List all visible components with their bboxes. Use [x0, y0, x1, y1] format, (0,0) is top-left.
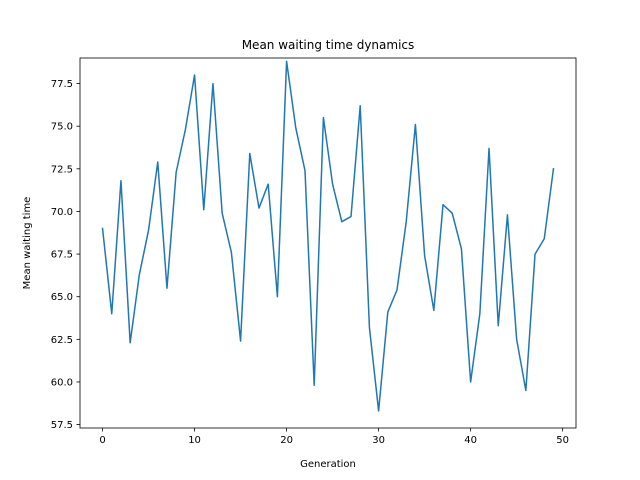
- plot-area: [79, 57, 577, 429]
- x-tick-label: 10: [188, 435, 201, 446]
- x-axis: 0 10 20 30 40 50: [99, 428, 569, 446]
- y-tick-label: 60.0: [51, 377, 73, 388]
- x-tick-label: 50: [556, 435, 569, 446]
- y-tick-label: 57.5: [51, 420, 73, 431]
- y-tick-label: 77.5: [51, 79, 73, 90]
- chart-title: Mean waiting time dynamics: [242, 38, 415, 52]
- x-tick-label: 20: [280, 435, 293, 446]
- plot-background: [80, 58, 576, 428]
- series-line: [101, 60, 555, 412]
- y-tick-label: 72.5: [51, 164, 73, 175]
- y-tick-label: 75.0: [51, 122, 73, 133]
- x-tick-label: 0: [99, 435, 105, 446]
- y-axis: 57.5 60.0 62.5 65.0 67.5 70.0 72.5 75.0 77.5: [51, 79, 80, 431]
- x-axis-title: Generation: [300, 459, 356, 470]
- x-tick-label: 40: [464, 435, 477, 446]
- plot-frame: [79, 57, 577, 429]
- y-axis-title: Mean waiting time: [22, 197, 33, 290]
- y-tick-label: 65.0: [51, 292, 73, 303]
- y-tick-label: 70.0: [51, 207, 73, 218]
- x-tick-label: 30: [372, 435, 385, 446]
- y-tick-label: 62.5: [51, 335, 73, 346]
- y-tick-label: 67.5: [51, 250, 73, 261]
